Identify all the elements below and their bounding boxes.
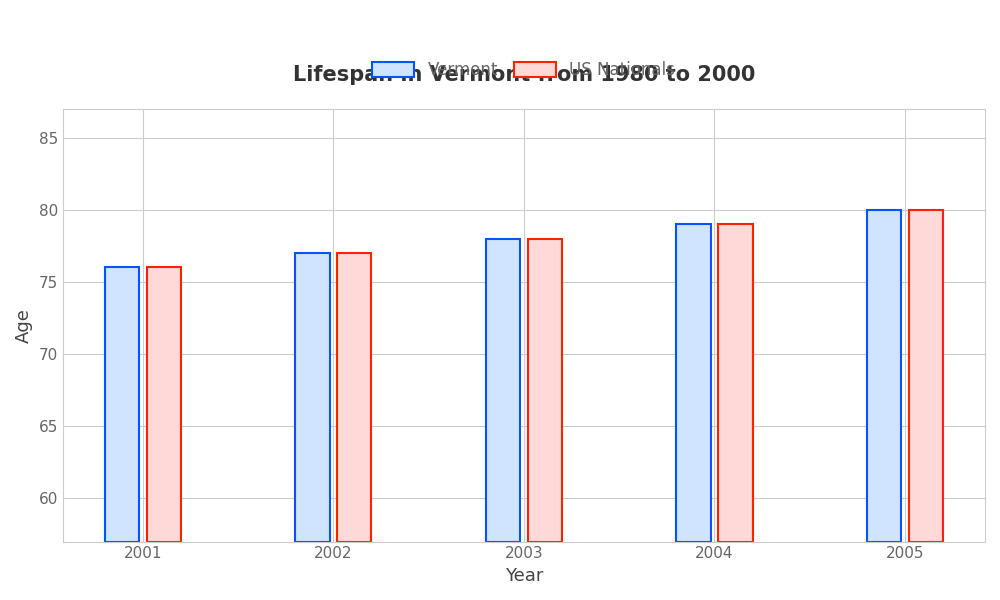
- Bar: [295, 253, 330, 542]
- Bar: [909, 210, 943, 542]
- Legend: Vermont, US Nationals: Vermont, US Nationals: [372, 61, 675, 79]
- Bar: [105, 268, 139, 542]
- Y-axis label: Age: Age: [15, 308, 33, 343]
- Bar: [337, 253, 371, 542]
- Bar: [486, 239, 520, 542]
- Bar: [718, 224, 753, 542]
- X-axis label: Year: Year: [505, 567, 543, 585]
- Title: Lifespan in Vermont from 1980 to 2000: Lifespan in Vermont from 1980 to 2000: [293, 65, 755, 85]
- Bar: [676, 224, 711, 542]
- Bar: [528, 239, 562, 542]
- Bar: [867, 210, 901, 542]
- Bar: [147, 268, 181, 542]
